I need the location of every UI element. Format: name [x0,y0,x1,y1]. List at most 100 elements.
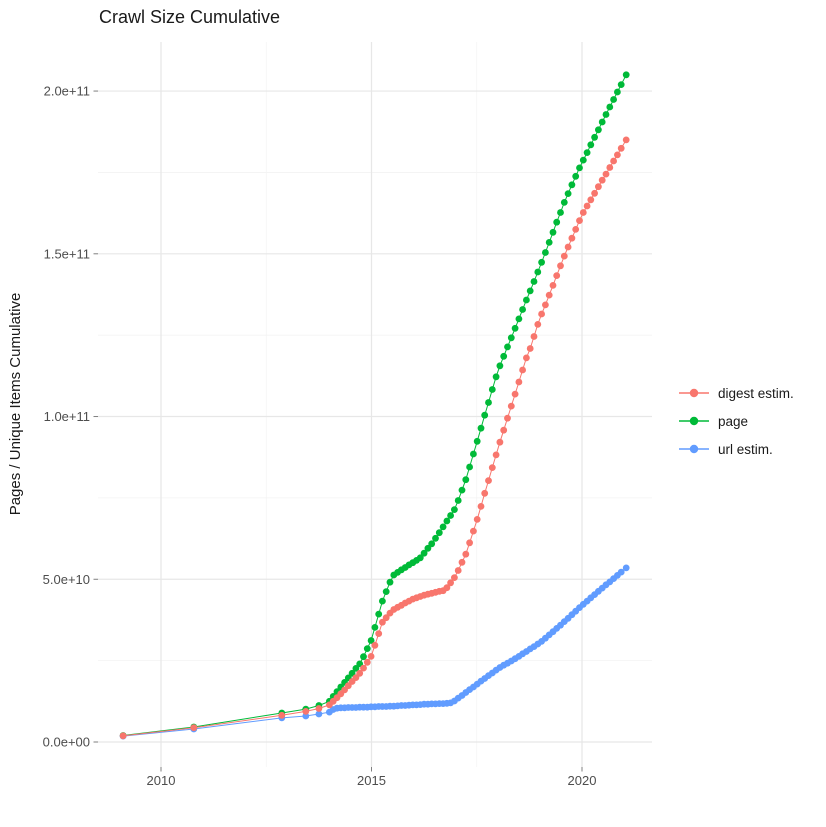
data-point-page [496,362,504,370]
data-point-digest-estim- [622,136,630,144]
data-point-digest-estim- [515,378,523,386]
data-point-digest-estim- [504,414,511,422]
data-point-digest-estim- [375,630,383,637]
data-point-page [579,156,587,164]
data-point-page [572,172,580,180]
data-point-page [534,268,542,276]
y-tick-label: 1.0e+11 [44,409,90,424]
data-point-digest-estim- [557,262,564,270]
data-point-page [473,437,481,445]
data-point-page [549,228,557,236]
data-point-digest-estim- [576,217,583,225]
data-point-page [477,424,485,432]
data-point-page [538,258,545,266]
data-point-digest-estim- [451,574,458,581]
data-point-page [515,315,523,323]
legend-item: digest estim. [679,379,794,407]
data-point-page [542,249,549,256]
data-point-digest-estim- [572,226,580,233]
data-point-page [511,324,519,332]
data-point-digest-estim- [454,567,462,574]
data-point-page [504,343,511,351]
data-point-digest-estim- [379,618,386,626]
data-point-page [530,278,538,285]
data-point-digest-estim- [496,438,504,446]
legend-label: page [718,413,749,429]
data-point-digest-estim- [315,705,323,712]
y-axis-title: Pages / Unique Items Cumulative [7,293,24,516]
data-point-page [507,334,515,342]
legend-item: page [679,407,794,435]
data-point-digest-estim- [382,614,390,622]
data-point-page [488,386,496,393]
data-point-digest-estim- [507,402,515,410]
data-point-page [367,637,375,644]
data-point-page [424,544,432,552]
data-point-digest-estim- [530,333,538,340]
legend-key-icon [679,444,709,454]
legend-label: digest estim. [718,385,794,401]
data-point-digest-estim- [511,390,519,398]
data-point-page [379,597,386,605]
data-point-digest-estim- [481,489,489,497]
data-point-page [545,239,553,246]
data-point-digest-estim- [302,708,310,715]
data-point-page [610,96,617,103]
data-point-digest-estim- [526,345,534,352]
data-point-digest-estim- [443,584,451,592]
data-point-page [420,549,428,557]
data-point-page [568,181,576,189]
data-point-digest-estim- [360,664,367,672]
data-point-digest-estim- [610,157,617,165]
data-point-digest-estim- [523,354,530,362]
data-point-digest-estim- [560,252,568,260]
y-tick-label: 1.5e+11 [44,246,90,261]
data-point-digest-estim- [606,164,614,171]
data-point-page [371,624,379,631]
data-point-page [617,81,625,88]
chart-title: Crawl Size Cumulative [99,7,281,27]
data-point-digest-estim- [542,301,549,309]
data-point-digest-estim- [470,527,477,535]
data-point-digest-estim- [545,291,553,299]
data-point-page [606,103,614,111]
data-point-page [519,306,526,313]
data-point-digest-estim- [553,272,561,279]
data-point-digest-estim- [568,234,576,242]
data-point-page [451,506,458,513]
data-point-page [595,126,602,134]
data-point-digest-estim- [519,366,526,374]
data-point-url-estim- [617,568,625,576]
data-point-page [435,529,443,537]
data-point-page [470,450,477,458]
data-point-digest-estim- [190,724,198,732]
data-point-digest-estim- [371,641,379,649]
data-point-page [416,554,424,562]
data-point-digest-estim- [564,243,572,251]
data-point-digest-estim- [462,550,470,558]
data-point-digest-estim- [500,426,508,434]
data-point-digest-estim- [602,170,610,178]
data-point-digest-estim- [538,310,545,318]
data-point-page [454,497,462,504]
data-point-page [447,512,454,519]
y-tick-label: 0.0e+00 [43,735,90,750]
data-point-digest-estim- [485,477,492,484]
data-point-digest-estim- [617,144,625,152]
data-point-digest-estim- [278,711,286,719]
data-point-digest-estim- [119,732,127,740]
data-point-page [492,373,500,381]
data-point-page [553,218,561,226]
data-point-page [439,523,447,531]
data-point-digest-estim- [579,209,587,216]
data-point-page [428,540,436,548]
data-point-page [591,133,598,141]
data-point-page [443,517,451,525]
data-point-digest-estim- [583,202,591,210]
data-point-digest-estim- [492,451,500,459]
data-point-page [360,653,367,661]
series-line-url-estim- [123,567,627,737]
data-point-digest-estim- [614,151,621,159]
data-point-page [564,190,572,198]
x-tick-label: 2020 [568,773,597,788]
